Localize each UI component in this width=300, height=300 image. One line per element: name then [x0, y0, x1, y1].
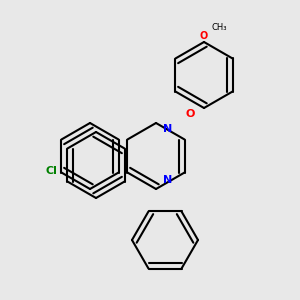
- Text: CH₃: CH₃: [211, 22, 227, 32]
- Text: O: O: [186, 109, 195, 119]
- Text: N: N: [164, 124, 172, 134]
- Text: N: N: [164, 175, 172, 185]
- Text: Cl: Cl: [45, 166, 57, 176]
- Text: O: O: [200, 31, 208, 41]
